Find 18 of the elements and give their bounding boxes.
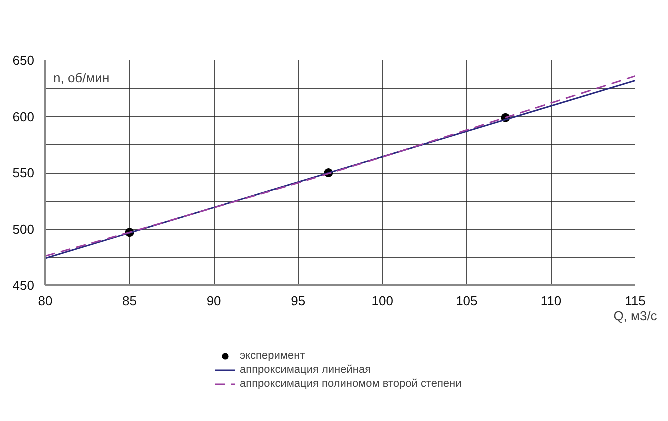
x-tick-label: 85 — [122, 294, 138, 308]
x-axis-title: Q, м3/с — [614, 308, 658, 324]
y-tick-label: 450 — [12, 278, 35, 293]
legend-label: аппроксимация линейная — [240, 363, 372, 377]
x-tick-label: 115 — [625, 294, 646, 308]
x-tick-label: 95 — [291, 294, 306, 308]
y-tick-label: 550 — [12, 166, 35, 180]
x-tick-label: 110 — [540, 294, 562, 308]
x-tick-label: 80 — [38, 294, 53, 308]
legend-label: эксперимент — [240, 349, 306, 363]
x-tick-label: 100 — [372, 294, 394, 308]
y-tick-label: 600 — [12, 109, 35, 124]
x-tick-label: 90 — [206, 294, 222, 308]
y-tick-label: 500 — [12, 222, 35, 237]
legend-label: аппроксимация полиномом второй степени — [240, 377, 462, 391]
y-axis-title: n, об/мин — [54, 70, 110, 86]
x-tick-label: 105 — [456, 294, 478, 308]
y-tick-label: 650 — [12, 53, 35, 68]
